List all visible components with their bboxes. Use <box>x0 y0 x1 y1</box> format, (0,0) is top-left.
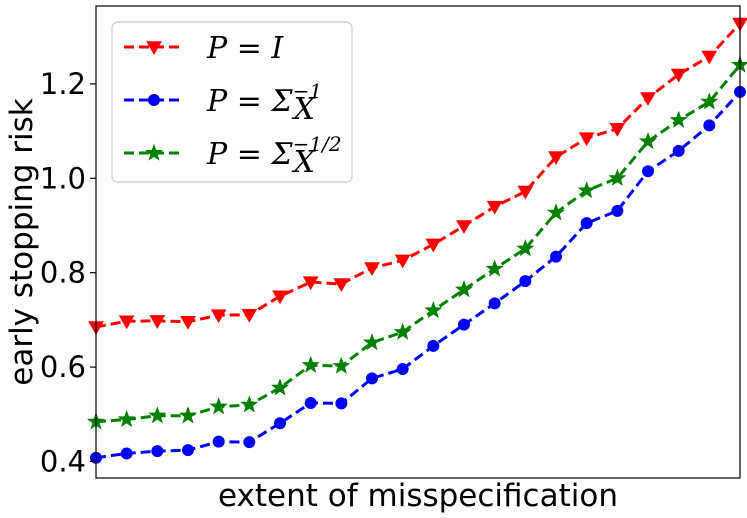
series-3-point <box>700 92 719 110</box>
legend-marker <box>148 94 160 106</box>
series-1 <box>88 17 747 335</box>
series-2-point <box>458 318 470 331</box>
series-1-point <box>609 122 626 137</box>
series-3-point <box>240 395 259 413</box>
y-tick-label: 0.4 <box>40 444 86 478</box>
series-1-point <box>302 276 319 291</box>
series-2-point <box>182 444 194 457</box>
series-2-point <box>274 417 286 430</box>
series-3-point <box>148 406 167 424</box>
series-2-point <box>519 275 532 288</box>
series-3-point <box>546 203 566 221</box>
y-axis-label: early stopping risk <box>4 98 40 386</box>
x-axis-label: extent of misspecification <box>218 478 618 514</box>
series-1-point <box>149 315 166 329</box>
legend-marker <box>146 41 162 56</box>
legend-subscript: X <box>292 145 317 180</box>
series-layer <box>86 17 747 464</box>
legend-marker <box>144 143 164 161</box>
series-1-point <box>364 262 380 276</box>
series-2-point <box>396 362 409 375</box>
series-2-point <box>642 165 654 178</box>
series-2-point <box>550 250 562 263</box>
series-3-point <box>608 168 627 186</box>
y-axis: 0.4 0.6 0.8 1.0 1.2 <box>40 67 96 478</box>
series-3-point <box>393 322 412 340</box>
series-3-point <box>362 333 382 351</box>
series-3-point <box>516 239 535 257</box>
series-1-point <box>578 132 595 147</box>
series-1-line <box>95 22 742 329</box>
series-2-point <box>703 119 716 132</box>
series-1-point <box>701 50 718 65</box>
y-tick-label: 0.6 <box>40 350 86 384</box>
legend-box <box>111 21 353 183</box>
legend-label: P = I <box>206 31 284 66</box>
legend-item-2: P = Σ−1X <box>124 79 322 127</box>
legend-item-3: P = Σ−1/2X <box>124 132 342 180</box>
series-2-point <box>151 445 164 458</box>
series-3-point <box>209 397 228 415</box>
series-1-point <box>548 151 564 166</box>
series-3-line <box>95 64 742 424</box>
series-3-point <box>270 378 290 396</box>
series-3-point <box>577 181 596 199</box>
series-1-point <box>118 315 135 330</box>
legend: P = IP = Σ−1XP = Σ−1/2X <box>111 21 353 183</box>
series-1-point <box>640 92 656 107</box>
legend-subscript: X <box>292 92 317 127</box>
series-2-point <box>212 435 225 448</box>
series-1-point <box>670 68 687 83</box>
series-1-point <box>241 308 258 323</box>
series-3-point <box>178 406 198 424</box>
series-3-point <box>485 259 504 277</box>
y-tick-label: 1.0 <box>40 161 86 195</box>
series-3 <box>86 55 747 430</box>
series-2-point <box>611 204 624 217</box>
series-2-point <box>427 339 440 352</box>
series-1-point <box>456 220 472 234</box>
y-tick-label: 0.8 <box>40 256 86 290</box>
series-2-point <box>304 396 317 409</box>
series-3-point <box>669 110 688 128</box>
series-2-point <box>120 447 133 460</box>
series-1-point <box>210 309 227 324</box>
series-3-point <box>638 131 658 150</box>
series-3-point <box>424 300 443 319</box>
series-3-point <box>301 355 320 373</box>
series-1-point <box>517 185 534 200</box>
legend-item-1: P = I <box>124 31 284 66</box>
legend-label: P = Σ−1 <box>206 79 322 119</box>
series-2-point <box>580 217 593 230</box>
series-1-point <box>425 238 442 253</box>
series-1-point <box>486 200 503 215</box>
series-1-point <box>180 316 196 330</box>
series-1-point <box>333 278 350 293</box>
series-1-point <box>272 290 288 305</box>
series-2-point <box>243 436 256 449</box>
series-2 <box>90 85 746 464</box>
plot-frame <box>95 5 741 479</box>
y-tick-label: 1.2 <box>40 67 86 101</box>
series-2-point <box>488 297 501 310</box>
series-3-point <box>332 356 351 374</box>
series-1-point <box>394 254 411 269</box>
series-3-point <box>117 410 136 428</box>
series-2-point <box>335 397 348 410</box>
series-3-point <box>454 280 474 298</box>
series-2-line <box>95 90 742 460</box>
series-2-point <box>366 372 378 385</box>
series-2-point <box>672 144 685 157</box>
legend-label: P = Σ−1/2 <box>206 132 342 172</box>
